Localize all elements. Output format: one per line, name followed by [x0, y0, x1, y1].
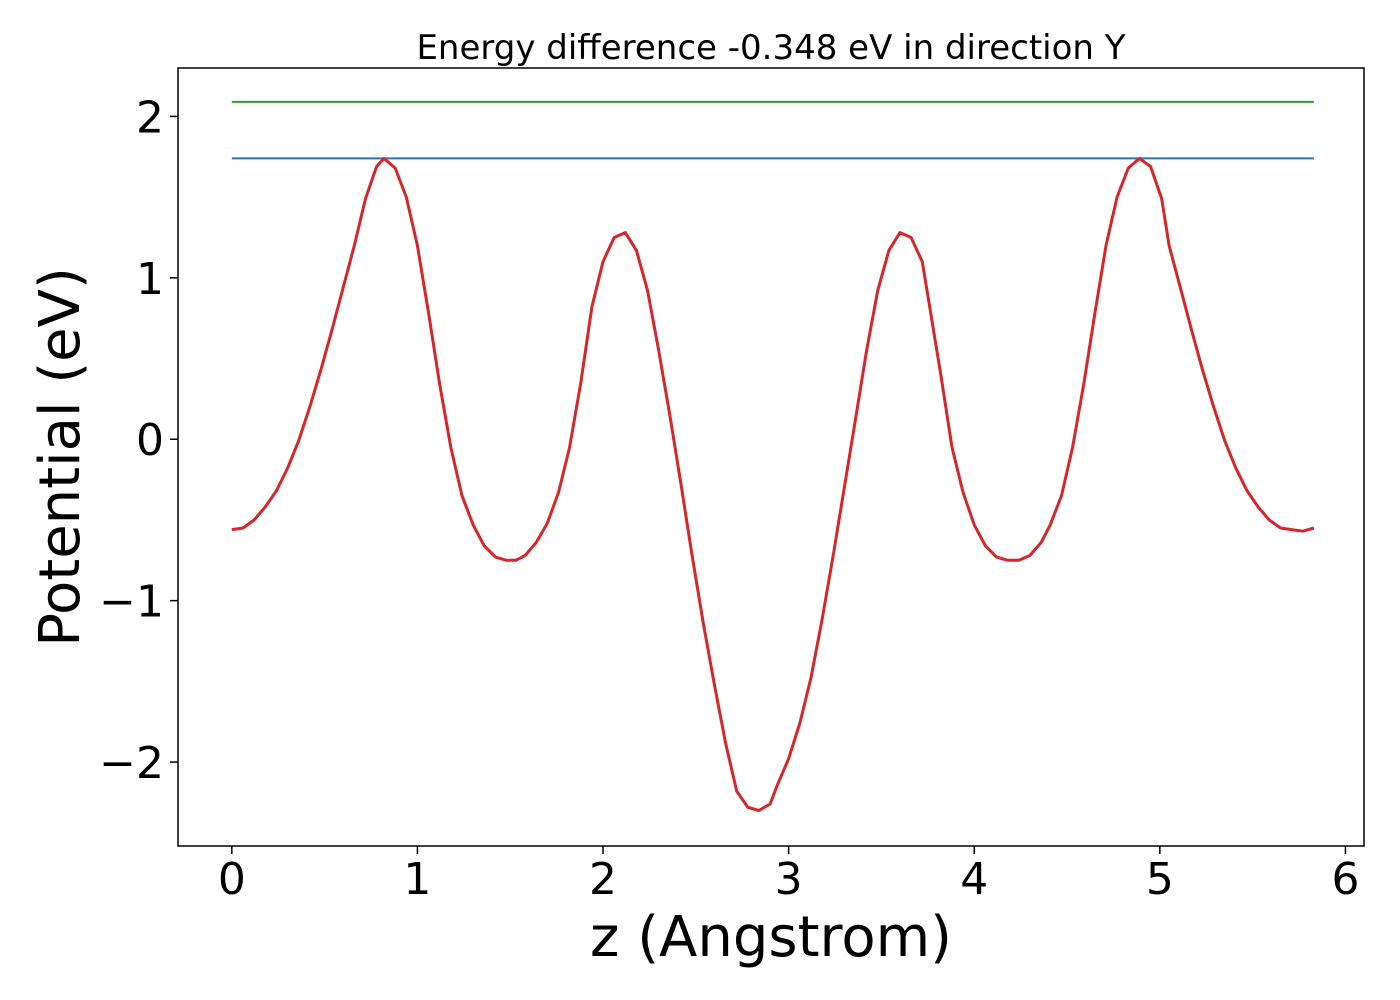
y-tick-label: −2: [99, 738, 164, 789]
x-tick-label: 5: [1146, 854, 1174, 905]
y-axis-label: Potential (eV): [28, 267, 93, 647]
series-line-red: [231, 156, 1315, 812]
y-tick-label: 2: [136, 92, 164, 143]
plot-frame: [177, 67, 1365, 847]
chart-title: Energy difference -0.348 eV in direction…: [416, 28, 1125, 68]
y-tick-label: −1: [99, 577, 164, 628]
series-layer: [231, 100, 1315, 812]
x-tick-label: 1: [403, 854, 431, 905]
y-tick-label: 0: [136, 415, 164, 466]
y-tick-label: 1: [136, 254, 164, 305]
x-tick-label: 2: [589, 854, 617, 905]
x-tick-label: 0: [218, 854, 246, 905]
x-tick-label: 4: [960, 854, 988, 905]
x-tick-label: 3: [775, 854, 803, 905]
y-axis-ticks: −2 −1 0 1 2: [99, 92, 178, 789]
x-tick-label: 6: [1331, 854, 1359, 905]
x-axis-ticks: 0 1 2 3 4 5 6: [218, 846, 1359, 905]
x-axis-label: z (Angstrom): [590, 905, 952, 970]
